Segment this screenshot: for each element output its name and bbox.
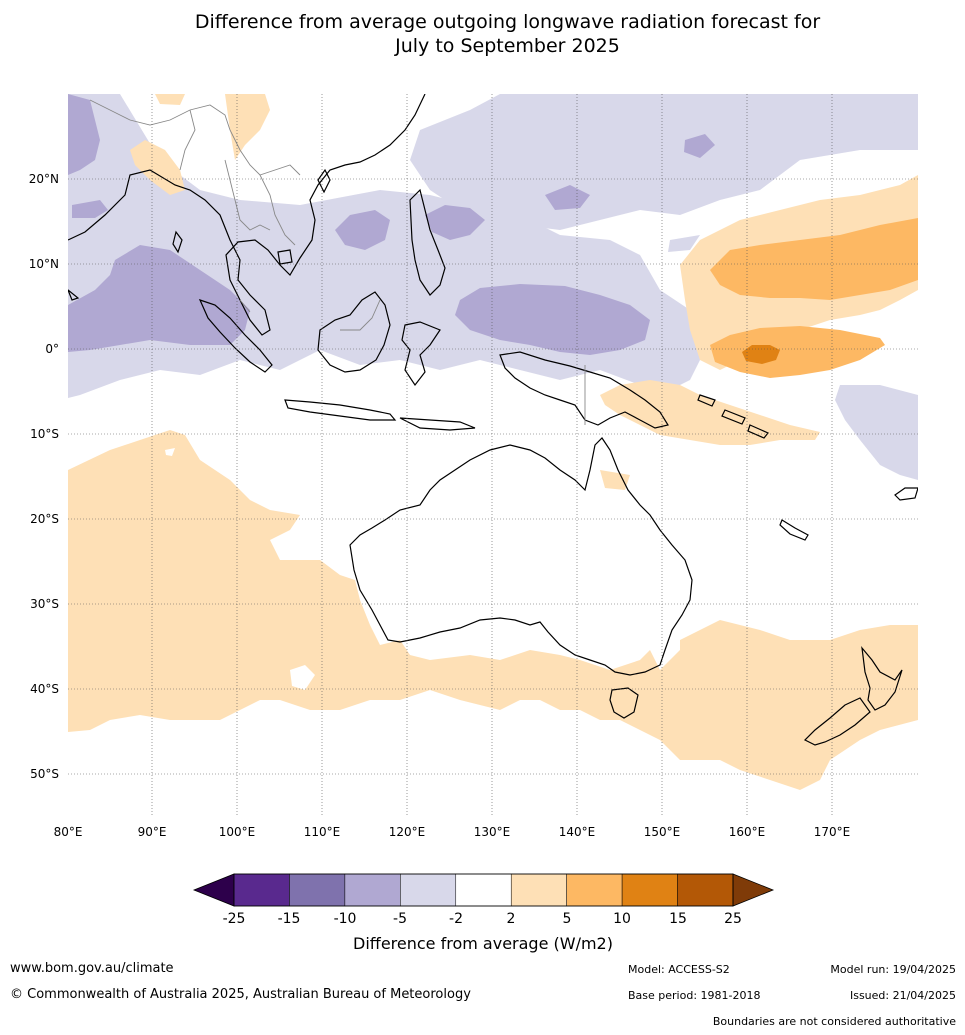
lat-label: 10°N	[29, 257, 59, 271]
positive-anomaly-strong-region	[742, 345, 780, 364]
lon-label: 100°E	[219, 825, 256, 839]
country-borders	[89, 99, 586, 425]
colorbar-high-extend	[732, 873, 775, 907]
colorbar-bin	[400, 873, 457, 907]
lat-label: 0°	[45, 342, 59, 356]
colorbar-tick: 5	[563, 911, 572, 927]
philippines-coastline	[409, 188, 446, 296]
footer-model: Model: ACCESS-S2	[628, 963, 730, 976]
chart-title: Difference from average outgoing longwav…	[0, 10, 965, 58]
new-guinea-coastline	[499, 351, 669, 429]
colorbar-tick: 2	[507, 911, 516, 927]
colorbar-bins	[233, 873, 734, 907]
lon-label: 150°E	[644, 825, 681, 839]
lon-label: 80°E	[54, 825, 83, 839]
colorbar-bin	[289, 873, 346, 907]
colorbar-bin	[677, 873, 734, 907]
lon-label: 160°E	[729, 825, 766, 839]
colorbar-bin	[510, 873, 567, 907]
footer-model-run: Model run: 19/04/2025	[830, 963, 956, 976]
new-zealand-coastline	[861, 646, 903, 711]
sumatra-coastline	[198, 299, 273, 373]
footer-disclaimer: Boundaries are not considered authoritat…	[712, 1015, 956, 1028]
neutral-holes	[165, 448, 420, 690]
colorbar-outline	[233, 873, 734, 907]
forecast-map: 80°E 90°E 100°E 110°E 120°E 130°E 140°E …	[29, 94, 918, 839]
lon-label: 120°E	[389, 825, 426, 839]
footer-issued: Issued: 21/04/2025	[849, 989, 956, 1002]
colorbar-tick: 15	[669, 911, 687, 927]
lon-label: 90°E	[138, 825, 167, 839]
colorbar-tick: -10	[334, 911, 357, 927]
footer-copyright: © Commonwealth of Australia 2025, Austra…	[10, 987, 471, 1002]
colorbar-tick: -15	[278, 911, 301, 927]
colorbar-bin	[344, 873, 401, 907]
lat-label: 40°S	[30, 682, 59, 696]
colorbar-tick: -2	[449, 911, 463, 927]
colorbar-low-extend	[192, 873, 235, 907]
positive-anomaly-medium-regions	[710, 218, 918, 378]
australia-coastline	[349, 437, 693, 676]
title-line-1: Difference from average outgoing longwav…	[194, 11, 821, 33]
lon-label: 140°E	[559, 825, 596, 839]
colorbar-tick: 25	[724, 911, 742, 927]
footer-base-period: Base period: 1981-2018	[628, 989, 761, 1002]
lon-label: 130°E	[474, 825, 511, 839]
colorbar-bin	[566, 873, 623, 907]
negative-anomaly-medium-regions	[68, 94, 715, 355]
lat-label: 30°S	[30, 597, 59, 611]
footer-website: www.bom.gov.au/climate	[10, 961, 174, 976]
graticule	[68, 94, 918, 816]
colorbar-bin	[233, 873, 290, 907]
lon-label: 110°E	[304, 825, 341, 839]
lat-label: 20°S	[30, 512, 59, 526]
colorbar-bin	[455, 873, 512, 907]
longitude-labels: 80°E 90°E 100°E 110°E 120°E 130°E 140°E …	[54, 825, 851, 839]
lon-label: 170°E	[814, 825, 851, 839]
latitude-labels: 20°N 10°N 0° 10°S 20°S 30°S 40°S 50°S	[29, 172, 59, 781]
colorbar-axis-label: Difference from average (W/m2)	[353, 934, 613, 953]
sulawesi-coastline	[401, 321, 441, 387]
title-line-2: July to September 2025	[395, 35, 620, 57]
colorbar-tick: -5	[393, 911, 407, 927]
asia-coastline	[68, 94, 426, 336]
colorbar-tick-labels: -25 -15 -10 -5 -2 2 5 10 15 25	[223, 911, 742, 927]
borneo-coastline	[317, 291, 391, 373]
colorbar: -25 -15 -10 -5 -2 2 5 10 15 25 Differenc…	[192, 873, 775, 953]
colorbar-tick: -25	[223, 911, 246, 927]
lat-label: 20°N	[29, 172, 59, 186]
java-coastline	[284, 399, 397, 421]
lat-label: 10°S	[30, 427, 59, 441]
colorbar-tick: 10	[613, 911, 631, 927]
lat-label: 50°S	[30, 767, 59, 781]
colorbar-bin	[621, 873, 678, 907]
